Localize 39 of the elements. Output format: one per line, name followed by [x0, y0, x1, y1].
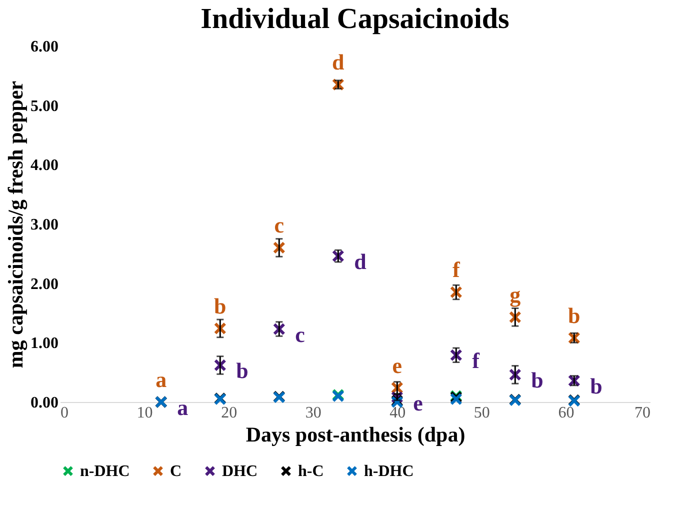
legend-label: n-DHC [80, 463, 130, 480]
y-tick-label: 5.00 [30, 98, 58, 115]
data-label: a [177, 395, 188, 420]
y-tick-label: 0.00 [30, 394, 58, 412]
data-label: d [354, 249, 366, 274]
legend-label: h-C [298, 463, 324, 480]
y-tick-label: 2.00 [30, 276, 58, 293]
legend-label: DHC [222, 463, 258, 480]
data-label: g [510, 282, 521, 308]
data-label: f [452, 257, 460, 282]
y-tick-label: 4.00 [30, 157, 58, 174]
x-axis-title: Days post-anthesis (dpa) [246, 422, 466, 446]
data-label: b [590, 374, 602, 399]
data-label: e [413, 390, 424, 416]
x-tick-label: 50 [474, 404, 490, 422]
data-label: c [274, 212, 284, 238]
data-label: e [392, 352, 402, 378]
chart-title: Individual Capsaicinoids [200, 3, 510, 35]
y-tick-label: 6.00 [30, 38, 58, 56]
data-label: a [156, 367, 167, 392]
data-label: d [332, 50, 344, 75]
x-tick-label: 60 [558, 404, 574, 422]
y-tick-label: 1.00 [30, 335, 58, 352]
legend-label: C [170, 463, 182, 480]
legend-label: h-DHC [364, 463, 414, 480]
data-label: b [236, 358, 248, 384]
x-tick-label: 20 [221, 404, 238, 422]
x-tick-label: 10 [136, 404, 153, 422]
x-tick-label: 30 [305, 404, 322, 422]
y-axis-title: mg capsaicinoids/g fresh pepper [4, 80, 28, 368]
y-tick-label: 3.00 [30, 216, 58, 234]
data-label: b [568, 302, 580, 328]
data-label: b [214, 293, 226, 318]
data-label: b [531, 368, 544, 393]
data-label: f [472, 348, 480, 374]
x-tick-label: 0 [60, 404, 68, 422]
data-label: c [295, 322, 306, 348]
x-tick-label: 70 [634, 404, 650, 422]
x-tick-label: 40 [390, 404, 406, 422]
